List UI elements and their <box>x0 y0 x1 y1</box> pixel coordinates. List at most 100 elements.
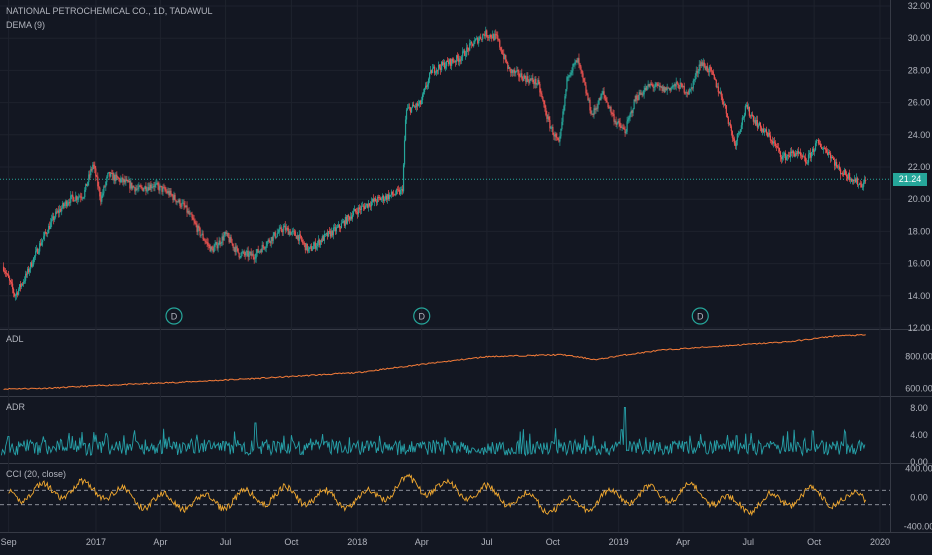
candle-body <box>418 100 421 104</box>
candle-body <box>204 240 206 242</box>
candle-body <box>470 42 472 44</box>
candle-body <box>379 197 382 201</box>
candle-body <box>407 107 410 109</box>
candle-body <box>396 189 399 191</box>
candle-body <box>301 239 303 243</box>
candle-body <box>209 245 211 252</box>
candle-body <box>604 94 606 98</box>
candle-body <box>852 179 854 182</box>
candle-body <box>513 70 515 73</box>
candle-body <box>565 89 567 97</box>
candle-body <box>295 235 297 239</box>
candle-body <box>432 68 434 74</box>
candle-body <box>408 107 411 109</box>
candle-body <box>413 106 416 108</box>
candle-body <box>477 37 479 44</box>
candle-body <box>425 85 428 87</box>
candle-body <box>232 243 234 248</box>
candle-body <box>238 252 240 258</box>
candle-body <box>626 121 628 132</box>
candle-body <box>570 72 572 75</box>
candle-body <box>49 225 51 229</box>
candle-body <box>388 194 391 199</box>
candle-body <box>650 83 652 85</box>
time-tick-label: Jul <box>742 537 754 547</box>
candle-body <box>258 251 260 253</box>
candle-body <box>143 188 145 192</box>
candle-body <box>593 108 595 116</box>
candle-body <box>659 85 661 88</box>
candle-body <box>20 284 22 288</box>
candle-body <box>804 157 807 163</box>
candle-body <box>640 93 642 95</box>
candle-body <box>774 142 777 146</box>
candle-body <box>795 153 798 155</box>
dividend-marker <box>691 307 709 325</box>
candle-body <box>142 187 144 192</box>
candle-body <box>796 151 799 155</box>
adl-line <box>3 333 866 391</box>
candle-body <box>520 73 522 77</box>
candle-body <box>463 50 465 52</box>
candle-body <box>59 209 61 213</box>
candle-body <box>308 247 310 249</box>
candle-body <box>370 201 373 207</box>
candle-body <box>658 85 660 87</box>
candle-body <box>353 208 356 212</box>
candle-body <box>672 85 674 88</box>
candle-body <box>587 94 589 101</box>
candle-body <box>535 78 537 85</box>
candle-body <box>733 138 735 144</box>
candle-body <box>438 64 440 70</box>
candle-body <box>544 104 546 108</box>
candle-body <box>85 183 87 190</box>
candle-body <box>509 67 511 69</box>
candle-body <box>495 34 497 35</box>
candle-body <box>323 233 325 241</box>
candle-body <box>350 216 353 219</box>
candle-body <box>289 231 291 235</box>
candle-body <box>632 109 634 113</box>
indicator-label: DEMA (9) <box>6 20 46 30</box>
candle-body <box>231 242 233 244</box>
candle-body <box>223 235 225 241</box>
candle-body <box>152 186 154 188</box>
candle-body <box>376 197 379 203</box>
candle-body <box>734 143 736 147</box>
candle-body <box>433 66 435 69</box>
candle-body <box>853 179 855 181</box>
candle-body <box>760 127 763 132</box>
candle-body <box>775 145 778 147</box>
candle-body <box>642 94 644 96</box>
candle-body <box>800 155 803 157</box>
candle-body <box>680 82 682 84</box>
candle-body <box>390 191 393 195</box>
candle-body <box>674 84 676 87</box>
candle-body <box>736 133 738 141</box>
candle-body <box>100 196 102 202</box>
candle-body <box>705 66 707 70</box>
candle-body <box>354 208 357 212</box>
candle-body <box>847 176 849 179</box>
candle-body <box>721 96 723 102</box>
candle-body <box>247 250 249 258</box>
candle-body <box>296 235 298 239</box>
candle-body <box>341 222 343 224</box>
candle-body <box>811 148 814 153</box>
dividend-marker <box>165 307 183 325</box>
candle-body <box>501 50 503 54</box>
candle-body <box>54 216 56 221</box>
candle-body <box>803 156 806 158</box>
candle-body <box>503 53 505 60</box>
candle-body <box>347 215 350 217</box>
candle-body <box>415 103 418 108</box>
candle-body <box>556 137 558 139</box>
candle-body <box>613 114 615 122</box>
candle-body <box>180 206 182 207</box>
candle-body <box>320 240 322 242</box>
candle-body <box>835 161 838 167</box>
candle-body <box>531 77 533 80</box>
candle-body <box>90 168 92 176</box>
